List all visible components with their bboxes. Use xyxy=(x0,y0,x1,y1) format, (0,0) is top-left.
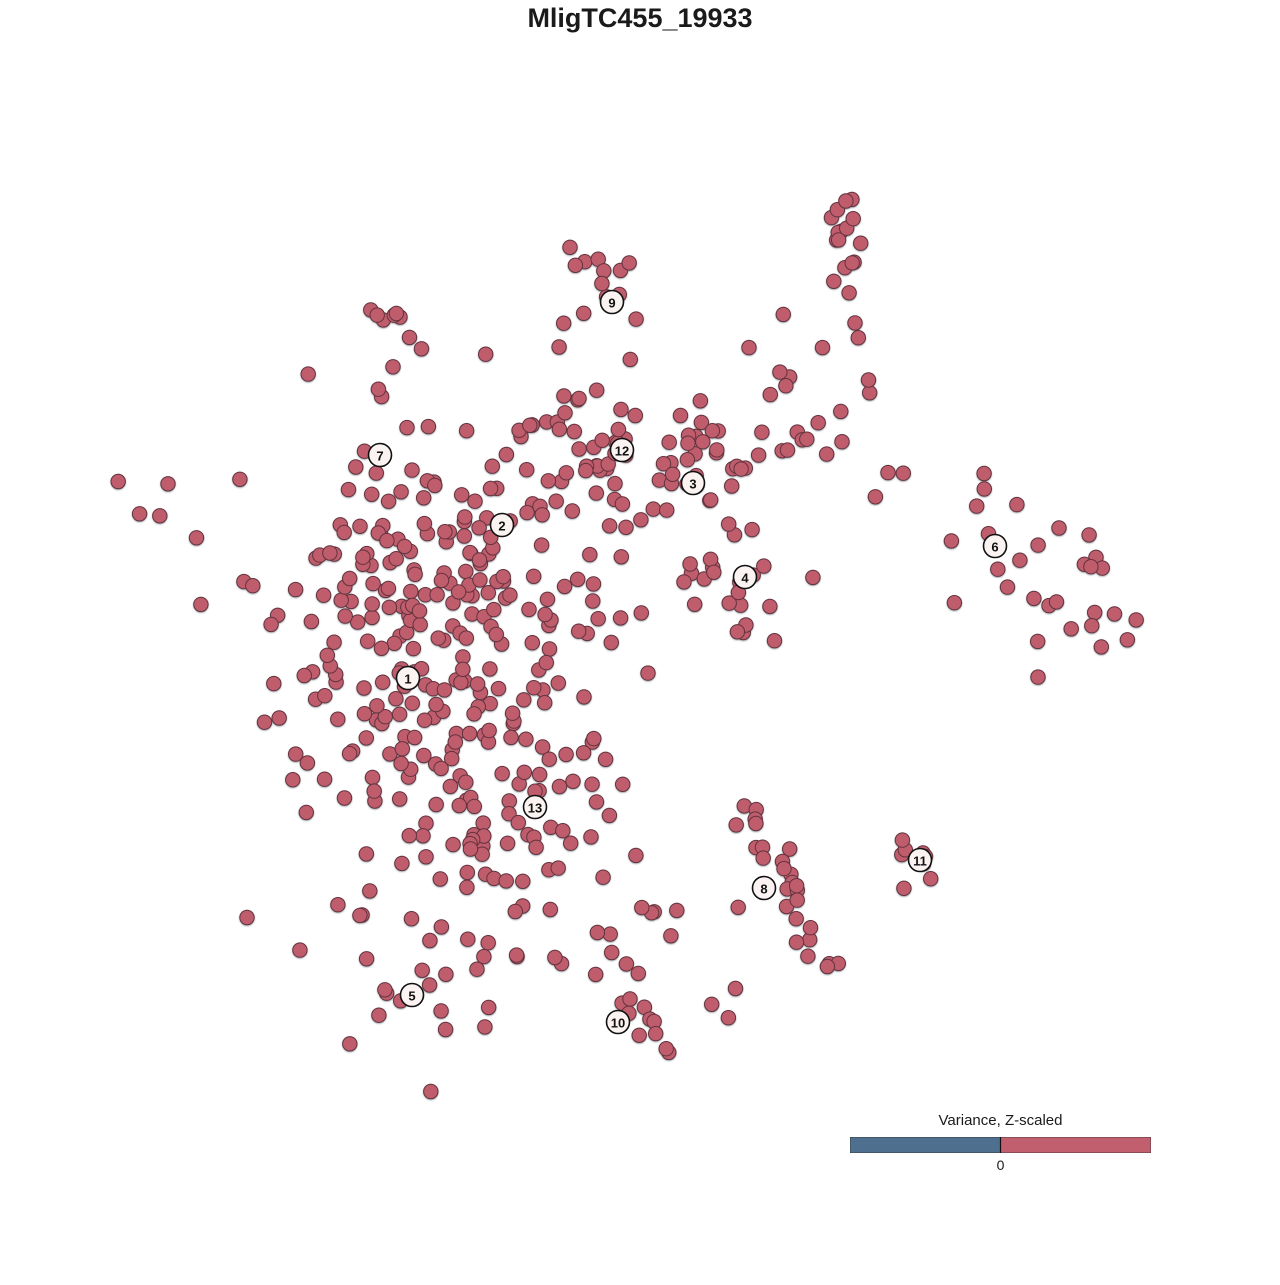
svg-text:11: 11 xyxy=(913,854,927,869)
svg-text:4: 4 xyxy=(741,571,749,586)
svg-text:1: 1 xyxy=(404,672,411,687)
svg-text:8: 8 xyxy=(760,882,767,897)
svg-text:7: 7 xyxy=(376,449,383,464)
svg-text:10: 10 xyxy=(611,1016,625,1031)
svg-text:13: 13 xyxy=(528,801,542,816)
svg-text:5: 5 xyxy=(408,989,415,1004)
svg-text:9: 9 xyxy=(608,296,615,311)
svg-text:6: 6 xyxy=(991,540,998,555)
svg-text:2: 2 xyxy=(498,519,505,534)
svg-text:3: 3 xyxy=(689,477,696,492)
svg-text:12: 12 xyxy=(615,444,629,459)
